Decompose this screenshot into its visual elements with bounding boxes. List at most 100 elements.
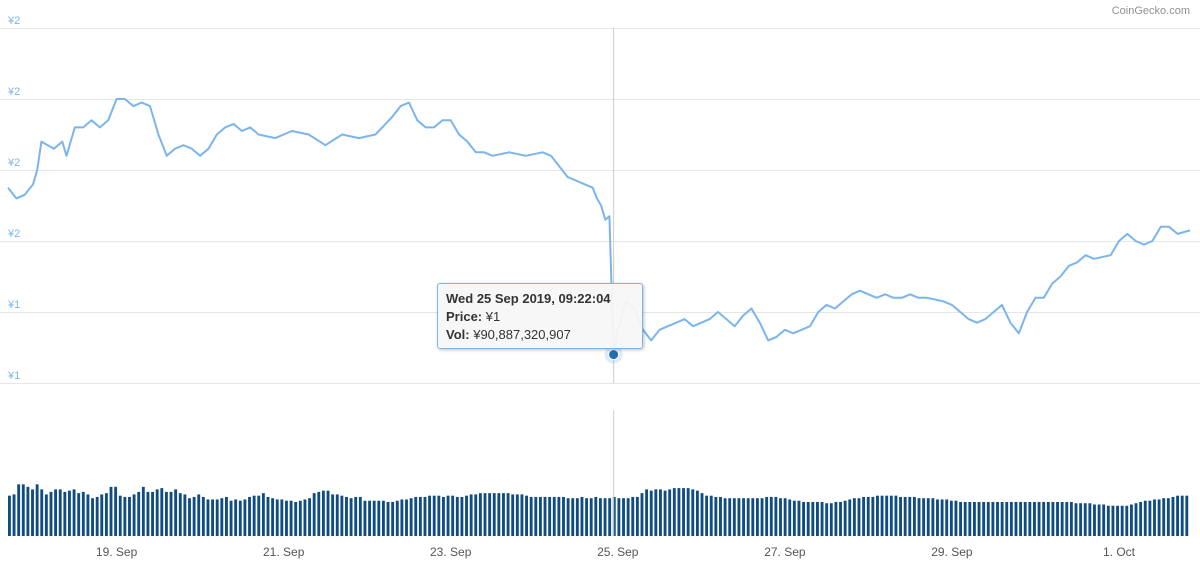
- y-tick-label: ¥1: [7, 299, 20, 311]
- volume-bar: [400, 499, 404, 536]
- volume-bar: [234, 499, 238, 536]
- volume-bar: [645, 489, 649, 536]
- volume-bar: [585, 498, 589, 536]
- volume-bar: [183, 494, 187, 536]
- volume-bar: [552, 496, 556, 536]
- volume-bar: [806, 501, 810, 536]
- volume-bar: [128, 496, 131, 536]
- volume-bar: [931, 498, 935, 536]
- volume-bar: [317, 491, 321, 536]
- hover-marker[interactable]: [608, 349, 620, 361]
- volume-bar: [1042, 501, 1046, 536]
- volume-bar: [418, 496, 422, 536]
- volume-bar: [248, 496, 251, 536]
- volume-bar: [635, 496, 639, 536]
- volume-bar: [17, 484, 21, 536]
- volume-bar: [511, 494, 515, 536]
- volume-bar: [132, 494, 136, 536]
- volume-bar: [562, 496, 565, 536]
- credit-link[interactable]: CoinGecko.com: [1111, 5, 1190, 17]
- volume-bar: [86, 494, 90, 536]
- y-tick-label: ¥2: [7, 157, 20, 169]
- volume-bar: [760, 498, 764, 536]
- volume-bar: [432, 495, 436, 536]
- volume-bar: [1153, 499, 1156, 536]
- volume-bar: [566, 498, 570, 536]
- volume-bar: [1111, 505, 1115, 536]
- volume-bar: [414, 496, 418, 536]
- volume-bar: [1148, 500, 1152, 536]
- volume-bar: [229, 500, 233, 536]
- volume-bar: [885, 495, 889, 536]
- x-tick-label: 23. Sep: [430, 545, 472, 559]
- volume-bar: [225, 496, 228, 536]
- volume-bar: [862, 496, 866, 536]
- volume-bar: [954, 500, 958, 536]
- volume-bar: [141, 486, 145, 536]
- volume-bar: [1083, 503, 1087, 536]
- volume-bar: [755, 498, 759, 536]
- volume-bar: [949, 500, 953, 536]
- volume-bar: [197, 494, 201, 536]
- volume-bar: [1060, 501, 1064, 536]
- volume-bar: [529, 496, 533, 536]
- volume-bar: [331, 494, 335, 536]
- volume-bar: [1088, 503, 1092, 536]
- volume-bar: [977, 501, 981, 536]
- volume-bar: [649, 490, 653, 536]
- volume-bar: [151, 491, 154, 536]
- volume-bar: [525, 495, 528, 536]
- volume-bar: [1028, 501, 1032, 536]
- volume-bar: [1056, 501, 1059, 536]
- volume-bar: [580, 496, 584, 536]
- volume-bar: [589, 498, 593, 536]
- volume-bar: [1033, 501, 1036, 536]
- volume-bar: [922, 498, 926, 536]
- volume-bar: [271, 498, 275, 536]
- volume-bar: [192, 496, 196, 536]
- volume-bar: [779, 498, 782, 536]
- volume-bar: [497, 493, 501, 536]
- volume-bar: [1134, 503, 1138, 536]
- volume-bar: [732, 498, 736, 536]
- volume-bar: [58, 489, 62, 536]
- volume-bar: [35, 484, 39, 536]
- volume-bar: [912, 496, 916, 536]
- volume-bar: [834, 501, 838, 536]
- volume-bar: [1093, 504, 1096, 536]
- volume-bar: [252, 495, 256, 536]
- volume-bar: [816, 501, 819, 536]
- volume-bar: [963, 501, 967, 536]
- volume-bar: [423, 496, 427, 536]
- tooltip-date: Wed 25 Sep 2019, 09:22:04: [446, 291, 611, 306]
- volume-bar: [77, 493, 81, 536]
- volume-bar: [211, 499, 215, 536]
- volume-bar: [520, 494, 524, 536]
- volume-bar: [783, 498, 787, 536]
- volume-bar: [534, 496, 538, 536]
- volume-bar: [899, 496, 902, 536]
- volume-bar: [626, 498, 630, 536]
- x-axis-labels: 19. Sep 21. Sep 23. Sep 25. Sep 27. Sep 29. S…: [96, 545, 1136, 559]
- volume-bar: [972, 501, 976, 536]
- volume-bar: [608, 498, 612, 536]
- volume-bar: [543, 496, 547, 536]
- volume-bar: [889, 495, 893, 536]
- volume-bar: [1005, 501, 1009, 536]
- volume-bar: [335, 494, 339, 536]
- volume-bar: [829, 503, 833, 536]
- volume-bar: [243, 499, 247, 536]
- volume-bar: [377, 500, 381, 536]
- volume-bar: [44, 494, 48, 536]
- volume-bar: [940, 499, 944, 536]
- volume-bar: [945, 499, 949, 536]
- volume-bar: [349, 498, 353, 536]
- volume-bar: [492, 493, 496, 536]
- x-tick-label: 1. Oct: [1103, 545, 1136, 559]
- volume-bar: [40, 489, 44, 536]
- volume-bar: [640, 493, 644, 536]
- tooltip-price-value: ¥1: [485, 309, 501, 324]
- volume-bar: [1046, 501, 1050, 536]
- volume-bar: [146, 491, 150, 536]
- volume-bar: [723, 498, 727, 536]
